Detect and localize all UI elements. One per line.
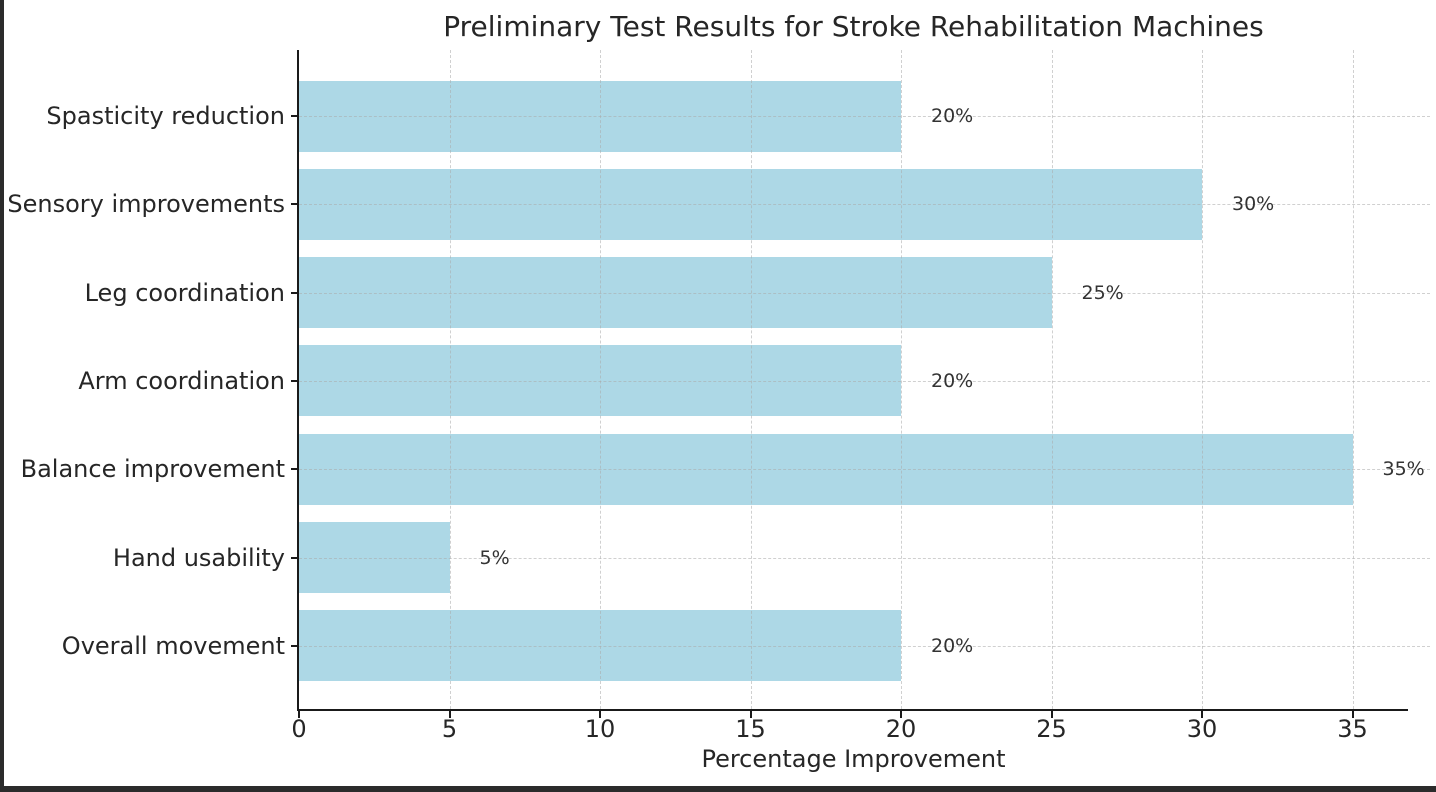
window-frame-left bbox=[0, 0, 4, 787]
x-axis-tick-label: 30 bbox=[1186, 715, 1218, 743]
window-frame-bottom bbox=[0, 786, 1436, 792]
chart-title: Preliminary Test Results for Stroke Reha… bbox=[443, 10, 1264, 43]
y-tick-mark bbox=[291, 468, 298, 471]
x-axis-tick-label: 10 bbox=[584, 715, 616, 743]
x-axis-tick-label: 0 bbox=[291, 715, 307, 743]
v-gridline bbox=[1202, 50, 1203, 709]
h-gridline bbox=[299, 557, 1430, 559]
y-tick-mark bbox=[291, 379, 298, 382]
y-tick-mark bbox=[291, 556, 298, 559]
bar-value-label: 20% bbox=[931, 369, 974, 392]
h-gridline bbox=[299, 469, 1430, 471]
v-gridline bbox=[1352, 50, 1354, 709]
y-tick-mark bbox=[291, 115, 298, 117]
h-gridline bbox=[299, 380, 1430, 382]
x-tick-mark bbox=[448, 711, 451, 718]
bar-value-label: 20% bbox=[931, 634, 974, 657]
bar-value-label: 30% bbox=[1232, 193, 1275, 216]
h-gridline bbox=[299, 645, 1430, 647]
x-tick-mark bbox=[900, 711, 902, 718]
h-gridline bbox=[299, 204, 1430, 206]
y-axis-label-arm-coordination: Arm coordination bbox=[78, 366, 285, 395]
y-axis-label-balance-improvement: Balance improvement bbox=[20, 455, 285, 484]
h-gridline bbox=[299, 116, 1430, 117]
x-axis-tick-label: 25 bbox=[1036, 715, 1067, 743]
x-tick-mark bbox=[1050, 711, 1053, 718]
x-axis-tick-label: 5 bbox=[441, 715, 458, 743]
y-tick-mark bbox=[291, 291, 298, 294]
x-axis-tick-label: 35 bbox=[1337, 715, 1368, 743]
y-axis-label-spasticity-reduction: Spasticity reduction bbox=[46, 102, 285, 130]
x-tick-mark bbox=[749, 711, 752, 718]
v-gridline bbox=[901, 50, 902, 709]
bottom-spine bbox=[297, 709, 1408, 711]
x-tick-mark bbox=[298, 711, 300, 718]
left-spine bbox=[297, 50, 299, 711]
x-tick-mark bbox=[599, 711, 601, 718]
bar-value-label: 20% bbox=[931, 105, 974, 127]
y-axis-label-leg-coordination: Leg coordination bbox=[84, 278, 285, 307]
v-gridline bbox=[449, 50, 451, 709]
v-gridline bbox=[600, 50, 601, 709]
bar-value-label: 35% bbox=[1382, 458, 1425, 481]
x-axis-label: Percentage Improvement bbox=[701, 745, 1006, 773]
y-axis-label-hand-usability: Hand usability bbox=[112, 543, 285, 572]
x-tick-mark bbox=[1201, 711, 1203, 718]
y-axis-label-overall-movement: Overall movement bbox=[61, 631, 285, 660]
x-tick-mark bbox=[1351, 711, 1354, 718]
x-axis-tick-label: 15 bbox=[735, 715, 766, 743]
h-gridline bbox=[299, 292, 1430, 294]
y-tick-mark bbox=[291, 203, 298, 206]
v-gridline bbox=[1051, 50, 1053, 709]
bar-value-label: 5% bbox=[479, 546, 510, 569]
v-gridline bbox=[750, 50, 752, 709]
bar-value-label: 25% bbox=[1081, 281, 1124, 304]
x-axis-tick-label: 20 bbox=[885, 715, 917, 743]
y-tick-mark bbox=[291, 644, 298, 647]
y-axis-label-sensory-improvements: Sensory improvements bbox=[7, 190, 285, 219]
